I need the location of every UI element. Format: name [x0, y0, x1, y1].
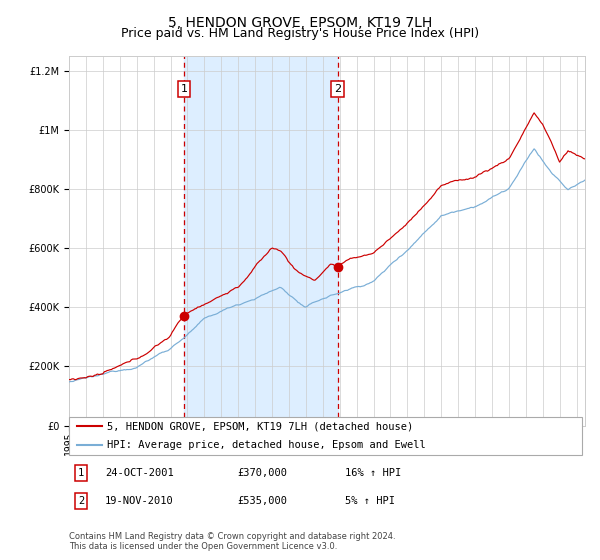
- Text: £535,000: £535,000: [237, 496, 287, 506]
- Text: Contains HM Land Registry data © Crown copyright and database right 2024.
This d: Contains HM Land Registry data © Crown c…: [69, 531, 395, 551]
- Text: HPI: Average price, detached house, Epsom and Ewell: HPI: Average price, detached house, Epso…: [107, 440, 426, 450]
- FancyBboxPatch shape: [69, 417, 582, 455]
- Text: 1: 1: [78, 468, 84, 478]
- Text: 2: 2: [78, 496, 84, 506]
- Text: 5, HENDON GROVE, EPSOM, KT19 7LH (detached house): 5, HENDON GROVE, EPSOM, KT19 7LH (detach…: [107, 421, 414, 431]
- Text: 16% ↑ HPI: 16% ↑ HPI: [345, 468, 401, 478]
- Text: 19-NOV-2010: 19-NOV-2010: [105, 496, 174, 506]
- Text: 24-OCT-2001: 24-OCT-2001: [105, 468, 174, 478]
- Text: 1: 1: [181, 84, 188, 94]
- Bar: [184, 56, 338, 426]
- Text: 5% ↑ HPI: 5% ↑ HPI: [345, 496, 395, 506]
- Text: 5, HENDON GROVE, EPSOM, KT19 7LH: 5, HENDON GROVE, EPSOM, KT19 7LH: [168, 16, 432, 30]
- Text: 2: 2: [334, 84, 341, 94]
- Text: Price paid vs. HM Land Registry's House Price Index (HPI): Price paid vs. HM Land Registry's House …: [121, 27, 479, 40]
- Text: £370,000: £370,000: [237, 468, 287, 478]
